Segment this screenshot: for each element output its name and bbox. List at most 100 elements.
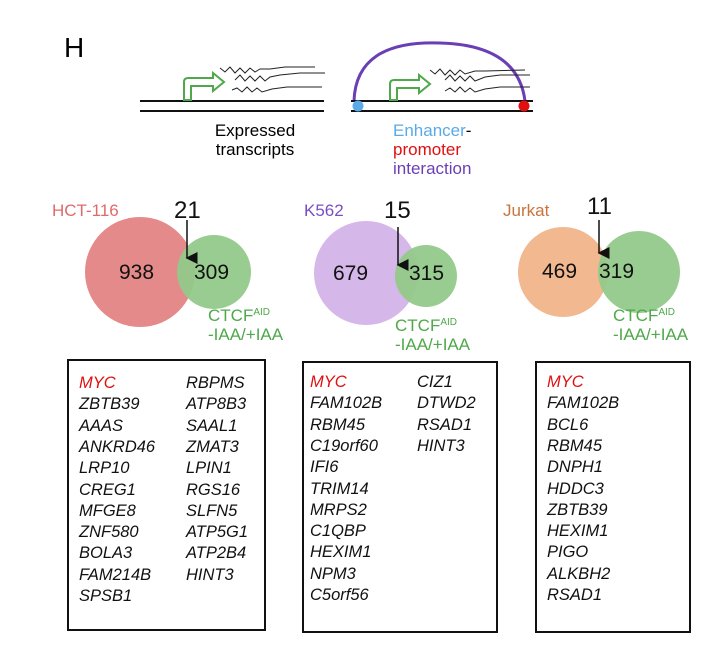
gene-name: NPM3 [310, 564, 356, 583]
gene-name: RBPMS [186, 374, 245, 392]
tss-arrow-icon [183, 70, 226, 101]
cell-line-label: Jurkat [503, 201, 550, 220]
unique-count: 679 [333, 262, 369, 285]
interaction-text: interaction [393, 159, 472, 178]
expressed-transcripts-caption: Expressed transcripts [207, 121, 303, 159]
gene-name: C5orf56 [310, 586, 369, 604]
hct116-circle [85, 217, 195, 327]
dash-text: - [465, 121, 472, 140]
ctcf-count: 319 [599, 260, 635, 283]
enhancer-promoter-diagram [351, 41, 533, 112]
venn-k562 [314, 221, 457, 325]
gene-name: RGS16 [186, 480, 241, 499]
gene-name: SPSB1 [79, 587, 133, 605]
ctcf-text: CTCF [395, 316, 441, 335]
gene-name: HINT3 [186, 565, 234, 584]
ctcf-label: CTCFAID -IAA/+IAA [208, 303, 283, 344]
gene-name: SAAL1 [186, 416, 238, 435]
gene-name: CREG1 [79, 480, 136, 499]
gene-name: MYC [547, 373, 584, 391]
gene-name: C1QBP [310, 522, 366, 541]
cell-line-label: K562 [304, 201, 344, 220]
enhancer-promoter-caption: Enhancer- promoter interaction [393, 121, 471, 178]
jurkat-circle [518, 227, 608, 317]
panel-label: H [64, 32, 85, 63]
gene-name: ATP8B3 [186, 395, 247, 414]
gene-name: ANKRD46 [79, 437, 156, 456]
ctcf-label: CTCFAID -IAA/+IAA [395, 313, 470, 354]
ctcf-text: CTCF [208, 306, 254, 325]
gene-name: FAM102B [310, 394, 383, 413]
ctcf-circle [598, 231, 680, 313]
gene-name: AAAS [79, 416, 124, 435]
gene-name: HDDC3 [547, 479, 604, 498]
gene-name: HEXIM1 [310, 543, 372, 562]
gene-name: ZBTB39 [79, 395, 140, 414]
aid-superscript: AID [658, 307, 675, 318]
enhancer-dot [352, 100, 364, 112]
expressed-transcripts-diagram [140, 66, 325, 112]
gene-name: MYC [310, 373, 347, 391]
caption-line: transcripts [215, 140, 295, 159]
overlap-count: 11 [587, 193, 612, 220]
venn-hct116 [85, 217, 251, 327]
gene-name: C19orf60 [310, 436, 378, 455]
condition-text: -IAA/+IAA [208, 325, 284, 344]
aid-superscript: AID [253, 307, 270, 318]
overlap-count: 21 [174, 197, 201, 224]
gene-name: TRIM14 [310, 479, 369, 498]
aid-superscript: AID [440, 317, 457, 328]
gene-name: PIGO [547, 543, 589, 562]
interaction-arc [352, 41, 527, 102]
gene-name: SLFN5 [186, 501, 238, 520]
gene-name: IFI6 [310, 458, 339, 477]
gene-name: DTWD2 [417, 394, 476, 413]
gene-name: ZNF580 [79, 523, 139, 542]
ctcf-circle [395, 245, 457, 307]
gene-name: FAM102B [547, 394, 620, 413]
ctcf-count: 315 [409, 262, 445, 285]
gene-name: ALKBH2 [547, 564, 611, 583]
schematic [140, 41, 533, 112]
gene-list-jurkat [535, 361, 691, 633]
tss-arrow-icon [389, 72, 432, 101]
promoter-dot [518, 100, 530, 112]
gene-name: RBM45 [310, 415, 366, 434]
gene-name: ATP5G1 [186, 523, 249, 542]
gene-name: RSAD1 [417, 415, 473, 434]
gene-list-hct116 [67, 359, 266, 631]
gene-name: MFGE8 [79, 501, 136, 520]
caption-line: Expressed [214, 121, 296, 140]
unique-count: 938 [119, 261, 155, 284]
venn-jurkat [518, 220, 680, 317]
gene-name: ATP2B4 [186, 544, 247, 563]
gene-name: LRP10 [79, 459, 130, 478]
gene-name: DNPH1 [547, 458, 603, 477]
gene-name: HEXIM1 [547, 522, 609, 541]
gene-name: ZBTB39 [547, 500, 608, 519]
overlap-count: 15 [384, 197, 411, 224]
enhancer-text: Enhancer [393, 121, 466, 140]
gene-name: HINT3 [417, 436, 465, 455]
ctcf-text: CTCF [613, 306, 659, 325]
gene-name: FAM214B [79, 565, 152, 584]
unique-count: 469 [542, 260, 578, 283]
ctcf-count: 309 [194, 261, 230, 284]
gene-name: MYC [79, 374, 116, 392]
venn-diagrams [85, 217, 680, 327]
gene-name: BOLA3 [79, 544, 133, 563]
condition-text: -IAA/+IAA [395, 335, 471, 354]
ctcf-label: CTCFAID -IAA/+IAA [613, 303, 688, 344]
cell-line-label: HCT-116 [52, 201, 119, 220]
k562-circle [314, 221, 418, 325]
gene-name: LPIN1 [186, 459, 232, 478]
gene-name: RSAD1 [547, 586, 603, 604]
gene-name: CIZ1 [417, 373, 453, 391]
gene-name: ZMAT3 [186, 437, 239, 456]
promoter-text: promoter [393, 140, 462, 159]
gene-name: RBM45 [547, 436, 603, 455]
gene-name: MRPS2 [310, 500, 367, 519]
condition-text: -IAA/+IAA [613, 325, 689, 344]
gene-list-k562 [302, 361, 498, 633]
